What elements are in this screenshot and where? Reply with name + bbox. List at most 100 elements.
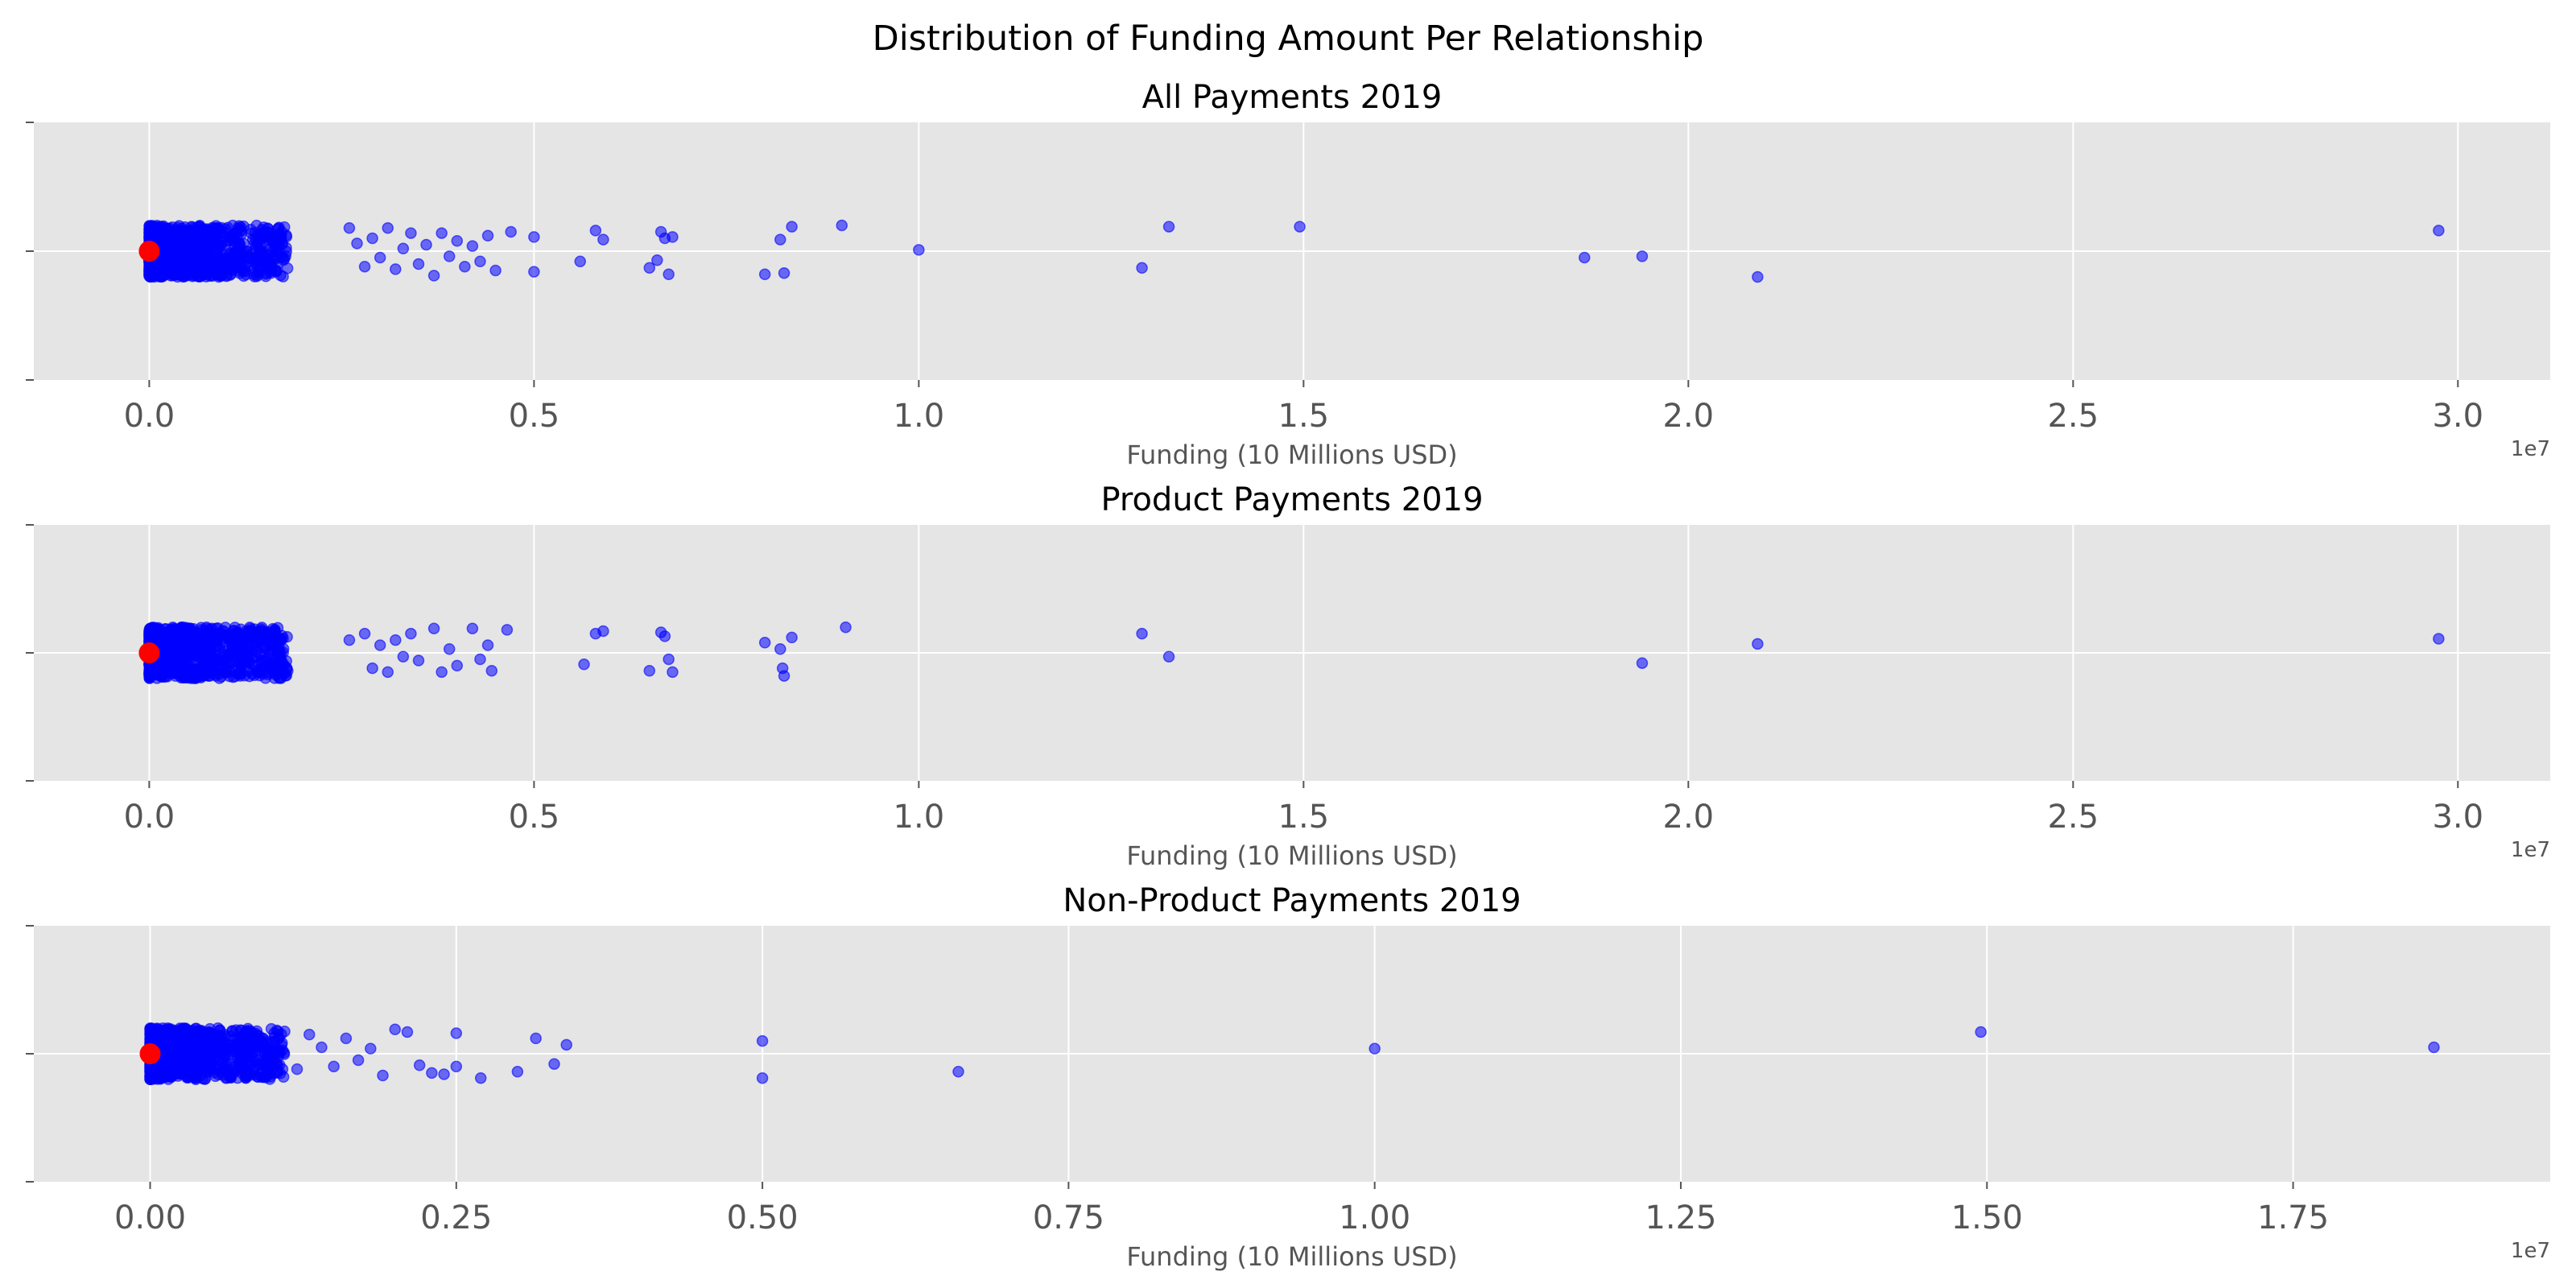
data-point [352, 1054, 365, 1067]
data-point [254, 650, 266, 663]
data-point [245, 646, 258, 658]
data-point [251, 269, 264, 281]
data-point [316, 1041, 328, 1054]
data-point [756, 1034, 769, 1047]
data-point [412, 654, 425, 667]
data-point [913, 244, 925, 256]
data-point [451, 234, 464, 247]
subplot-panels: 0.0 0.5 1.0 1.5 2.0 2.5 3.0 All Payments 2019 Fu… [26, 79, 2550, 1272]
data-point [840, 621, 852, 634]
data-point [358, 627, 371, 640]
data-point [248, 1031, 260, 1043]
data-point [466, 240, 479, 252]
data-point [351, 237, 363, 250]
data-point [758, 637, 771, 649]
x-tick-label: 0.25 [420, 1199, 492, 1236]
data-point [227, 229, 239, 242]
data-point [412, 258, 425, 270]
data-point [187, 233, 199, 246]
x-tick-label: 2.0 [1663, 799, 1715, 836]
x-tick-label: 1.75 [2257, 1199, 2329, 1236]
data-point [365, 1042, 377, 1055]
x-tick-label: 0.5 [509, 398, 560, 435]
data-point [249, 226, 262, 239]
axis-offset-label: 1e7 [2511, 838, 2550, 862]
data-point [210, 622, 222, 635]
data-point [374, 251, 386, 264]
data-point [2433, 225, 2445, 237]
data-point [190, 262, 203, 275]
data-point [778, 266, 791, 279]
x-axis-label: Funding (10 Millions USD) [1126, 440, 1457, 470]
data-point [266, 246, 279, 258]
data-point [358, 260, 371, 273]
data-point [530, 1032, 542, 1045]
data-point [209, 635, 221, 648]
data-point [176, 670, 188, 682]
data-point [481, 639, 494, 651]
data-point [193, 631, 205, 644]
data-point [560, 1038, 572, 1051]
data-point [213, 242, 225, 254]
data-point [574, 255, 586, 268]
data-point [528, 231, 540, 243]
data-point [175, 1067, 188, 1079]
data-point [250, 634, 262, 647]
axis-offset-label: 1e7 [2511, 437, 2550, 461]
data-point [192, 671, 204, 683]
data-point [261, 630, 274, 643]
data-points [143, 219, 2445, 283]
subplot-title: All Payments 2019 [1142, 79, 1443, 116]
data-point [233, 237, 246, 250]
data-point [413, 1059, 426, 1071]
data-point [340, 1032, 353, 1045]
x-tick-label: 0.75 [1033, 1199, 1104, 1236]
data-point [259, 1060, 271, 1073]
x-tick-label: 0.5 [509, 799, 560, 836]
subplot-2: 0.0 0.5 1.0 1.5 2.0 2.5 3.0 Product Payments 20… [26, 481, 2550, 871]
data-point [1368, 1042, 1381, 1055]
data-point [401, 1026, 414, 1038]
data-point [405, 227, 417, 239]
x-tick-label: 0.0 [124, 398, 175, 435]
x-tick-label: 0.0 [124, 799, 175, 836]
x-tick-label: 1.5 [1278, 799, 1330, 836]
data-point [226, 263, 239, 276]
x-tick-label: 1.25 [1645, 1199, 1716, 1236]
data-point [836, 219, 848, 232]
data-point [501, 624, 514, 636]
data-point [436, 227, 448, 239]
x-tick-label: 3.0 [2432, 799, 2483, 836]
data-point [451, 659, 464, 672]
data-point [450, 1027, 463, 1039]
data-point [262, 255, 275, 268]
figure-title: Distribution of Funding Amount Per Relat… [873, 19, 1704, 59]
data-point [273, 639, 285, 651]
data-point [159, 222, 172, 235]
x-axis-label: Funding (10 Millions USD) [1126, 840, 1457, 871]
axis-offset-label: 1e7 [2511, 1239, 2550, 1263]
data-point [150, 624, 162, 637]
data-point [397, 650, 410, 663]
data-point [578, 658, 590, 671]
data-point [427, 270, 440, 282]
data-point [260, 1071, 273, 1083]
data-point [390, 634, 402, 646]
data-point [303, 1028, 316, 1041]
data-point [229, 621, 242, 634]
data-point [2433, 633, 2445, 645]
data-point [171, 638, 184, 650]
data-point [382, 221, 394, 234]
data-point [230, 635, 243, 648]
data-point [241, 1065, 254, 1077]
data-point [786, 221, 798, 233]
data-point [1636, 657, 1649, 669]
data-point [466, 622, 479, 635]
data-point [366, 232, 378, 245]
data-point [201, 230, 214, 242]
data-point [218, 1029, 231, 1041]
data-point [774, 233, 786, 246]
data-point [212, 222, 224, 235]
data-point [184, 1039, 197, 1052]
data-point [397, 242, 410, 255]
